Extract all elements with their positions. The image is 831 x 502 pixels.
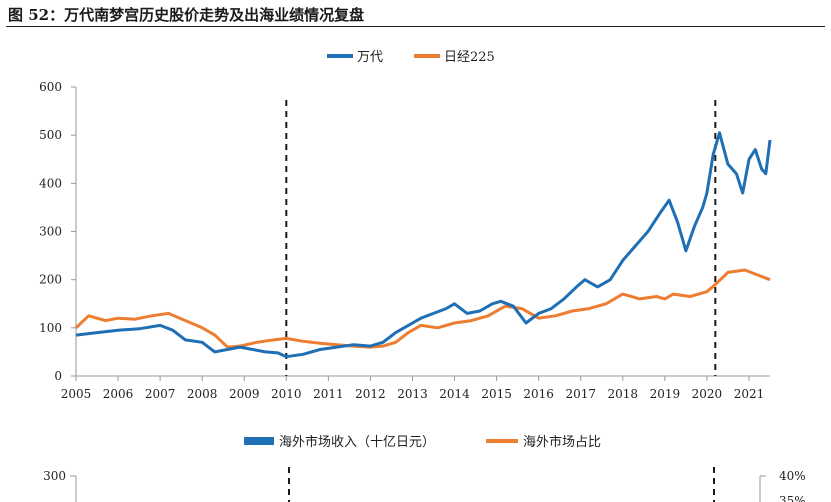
x-tick-label: 2006 <box>103 387 134 401</box>
top-axes: 0 100 200 300 400 500 600 2005 2006 2007 2008 2009 2… <box>39 80 770 401</box>
x-tick-label: 2013 <box>397 387 428 401</box>
x-tick-label: 2009 <box>229 387 260 401</box>
y-tick-label: 200 <box>39 273 62 287</box>
x-tick-label: 2018 <box>608 387 639 401</box>
bottom-y-tick-300: 300 <box>43 469 66 483</box>
x-tick-label: 2007 <box>145 387 176 401</box>
x-tick-label: 2012 <box>355 387 386 401</box>
x-tick-label: 2010 <box>271 387 302 401</box>
event-markers <box>285 100 717 376</box>
legend-label-nikkei: 日经225 <box>444 50 495 65</box>
figure-title: 图 52：万代南梦宫历史股价走势及出海业绩情况复盘 <box>8 6 365 24</box>
y-tick-label: 300 <box>39 225 62 239</box>
legend-label-wandai: 万代 <box>357 50 383 65</box>
x-tick-label: 2021 <box>734 387 765 401</box>
legend-swatch-overseas-revenue <box>244 437 274 445</box>
bottom-y2-tick-35: 35% <box>779 494 806 502</box>
y-tick-label: 500 <box>39 128 62 142</box>
y-tick-label: 600 <box>39 80 62 94</box>
legend-bottom: 海外市场收入（十亿日元） 海外市场占比 <box>244 434 601 450</box>
x-tick-label: 2015 <box>481 387 512 401</box>
title-rule <box>6 26 825 27</box>
legend-label-overseas-share: 海外市场占比 <box>523 434 601 450</box>
y-tick-label: 0 <box>54 369 62 383</box>
x-tick-label: 2016 <box>523 387 554 401</box>
series-lines <box>74 131 772 359</box>
x-tick-label: 2008 <box>187 387 218 401</box>
bottom-y2-tick-40: 40% <box>779 469 806 483</box>
legend-label-overseas-revenue: 海外市场收入（十亿日元） <box>279 434 435 450</box>
x-tick-label: 2019 <box>650 387 681 401</box>
x-tick-label: 2011 <box>313 387 344 401</box>
bottom-axes: 300 40% 35% <box>43 467 806 502</box>
x-tick-label: 2020 <box>692 387 723 401</box>
x-tick-label: 2014 <box>439 387 470 401</box>
legend-top: 万代 日经225 <box>327 50 495 65</box>
y-tick-label: 400 <box>39 176 62 190</box>
y-tick-label: 100 <box>39 321 62 335</box>
x-tick-label: 2005 <box>61 387 92 401</box>
series-line-wandai <box>75 131 772 359</box>
x-tick-label: 2017 <box>565 387 596 401</box>
series-line-nikkei <box>74 268 771 349</box>
